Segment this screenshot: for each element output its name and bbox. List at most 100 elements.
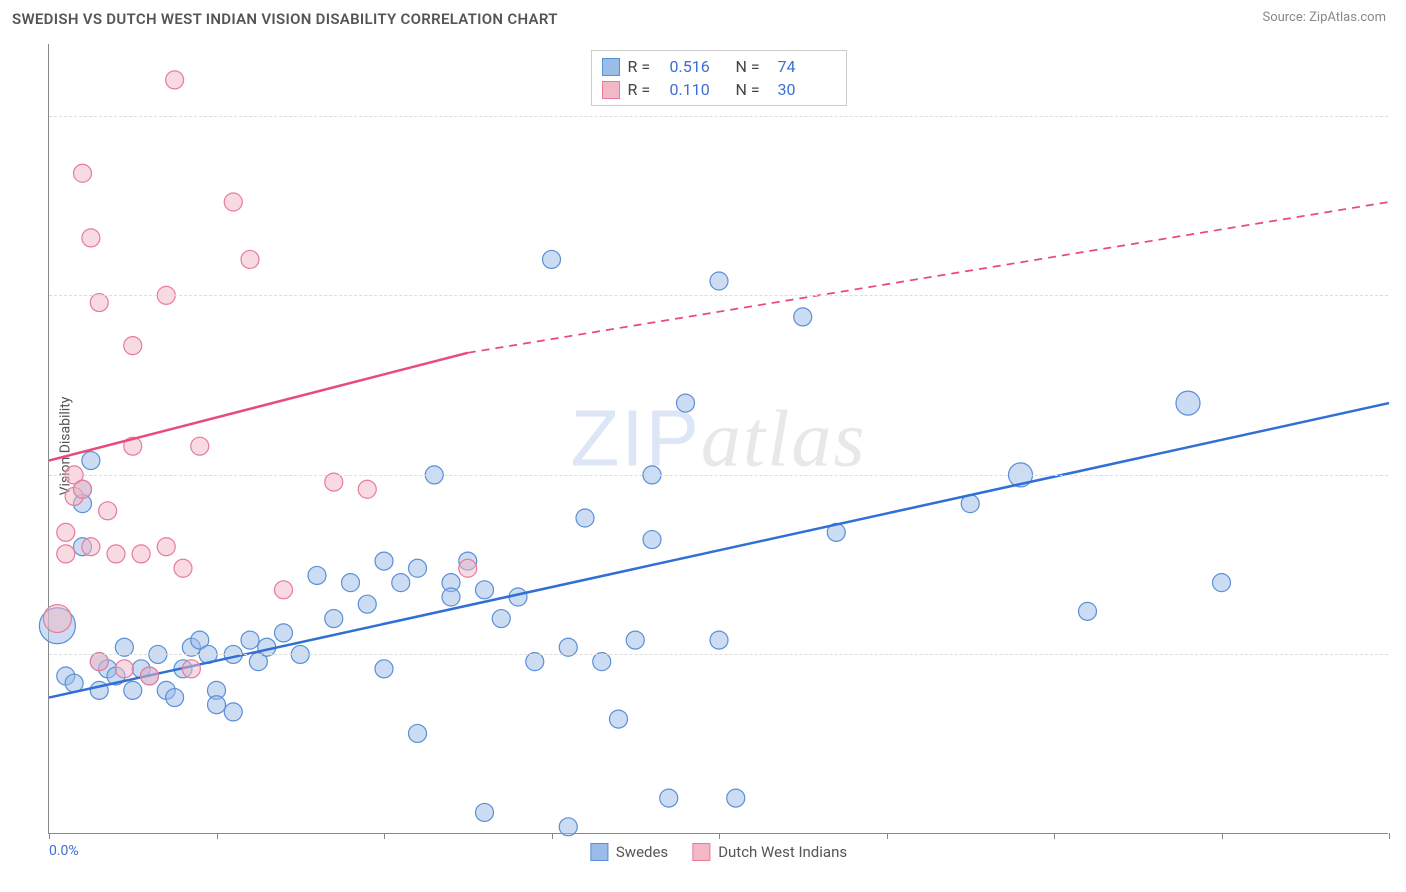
data-point	[157, 538, 175, 556]
x-tick	[1054, 833, 1055, 839]
legend-label: Swedes	[616, 843, 668, 861]
chart-title: SWEDISH VS DUTCH WEST INDIAN VISION DISA…	[12, 10, 558, 28]
x-tick	[49, 833, 50, 839]
data-point	[82, 538, 100, 556]
legend-r-label: R =	[628, 80, 662, 99]
source-link[interactable]: ZipAtlas.com	[1309, 10, 1386, 25]
data-point	[610, 710, 628, 728]
data-point	[82, 229, 100, 247]
data-point	[476, 581, 494, 599]
data-point	[141, 667, 159, 685]
data-point	[241, 631, 259, 649]
x-axis-min-label: 0.0%	[49, 843, 79, 859]
data-point	[124, 337, 142, 355]
data-point	[275, 581, 293, 599]
data-point	[660, 789, 678, 807]
legend-r-value: 0.516	[670, 57, 728, 76]
trend-line	[49, 353, 468, 461]
legend-series: Swedes Dutch West Indians	[590, 843, 847, 861]
legend-swatch	[692, 843, 710, 861]
data-point	[492, 610, 510, 628]
data-point	[99, 502, 117, 520]
data-point	[358, 595, 376, 613]
data-point	[74, 164, 92, 182]
data-point	[325, 610, 343, 628]
gridline	[49, 475, 1388, 476]
source-prefix: Source:	[1262, 10, 1309, 25]
legend-r-value: 0.110	[670, 80, 728, 99]
data-point	[576, 509, 594, 527]
data-point	[174, 559, 192, 577]
data-point	[375, 552, 393, 570]
data-point	[543, 250, 561, 268]
data-point	[1213, 574, 1231, 592]
legend-row: R = 0.516 N = 74	[602, 55, 836, 78]
legend-n-label: N =	[736, 57, 770, 76]
data-point	[1079, 602, 1097, 620]
data-point	[476, 803, 494, 821]
data-point	[132, 545, 150, 563]
data-point	[115, 660, 133, 678]
data-point	[208, 696, 226, 714]
data-point	[392, 574, 410, 592]
legend-n-label: N =	[736, 80, 770, 99]
x-tick	[1389, 833, 1390, 839]
data-point	[710, 272, 728, 290]
legend-r-label: R =	[628, 57, 662, 76]
plot-wrap: ZIPatlas R =0.516N =74R =0.110N =30 0.0%…	[48, 44, 1388, 834]
trend-line	[49, 403, 1389, 697]
data-point	[224, 703, 242, 721]
data-point	[643, 531, 661, 549]
data-point	[308, 566, 326, 584]
data-point	[409, 724, 427, 742]
y-tick-label: 10.0%	[1398, 108, 1406, 124]
y-tick-label: 2.5%	[1398, 646, 1406, 662]
legend-swatch	[602, 81, 620, 99]
legend-item: Dutch West Indians	[692, 843, 847, 861]
data-point	[727, 789, 745, 807]
legend-item: Swedes	[590, 843, 668, 861]
y-tick-label: 7.5%	[1398, 287, 1406, 303]
legend-label: Dutch West Indians	[718, 843, 847, 861]
data-point	[677, 394, 695, 412]
x-tick	[384, 833, 385, 839]
data-point	[57, 523, 75, 541]
data-point	[794, 308, 812, 326]
chart-header: SWEDISH VS DUTCH WEST INDIAN VISION DISA…	[0, 0, 1406, 34]
data-point	[74, 480, 92, 498]
data-point	[342, 574, 360, 592]
gridline	[49, 295, 1388, 296]
data-point	[442, 588, 460, 606]
legend-swatch	[590, 843, 608, 861]
data-point	[166, 71, 184, 89]
chart-svg	[49, 44, 1388, 833]
chart-source: Source: ZipAtlas.com	[1262, 10, 1386, 25]
x-tick	[552, 833, 553, 839]
data-point	[82, 452, 100, 470]
gridline	[49, 654, 1388, 655]
data-point	[166, 689, 184, 707]
data-point	[275, 624, 293, 642]
x-tick	[217, 833, 218, 839]
data-point	[358, 480, 376, 498]
data-point	[107, 545, 125, 563]
x-tick	[887, 833, 888, 839]
data-point	[124, 681, 142, 699]
data-point	[224, 193, 242, 211]
plot-area: ZIPatlas R =0.516N =74R =0.110N =30 0.0%…	[48, 44, 1388, 834]
data-point	[57, 545, 75, 563]
x-tick	[719, 833, 720, 839]
data-point	[241, 250, 259, 268]
y-tick-label: 5.0%	[1398, 467, 1406, 483]
legend-swatch	[602, 58, 620, 76]
data-point	[191, 437, 209, 455]
legend-n-value: 74	[778, 57, 836, 76]
data-point	[182, 660, 200, 678]
data-point	[459, 559, 477, 577]
gridline	[49, 116, 1388, 117]
legend-row: R =0.110N =30	[602, 78, 836, 101]
trend-line-extrapolated	[468, 202, 1389, 353]
data-point	[710, 631, 728, 649]
data-point	[559, 818, 577, 836]
data-point	[43, 605, 71, 633]
